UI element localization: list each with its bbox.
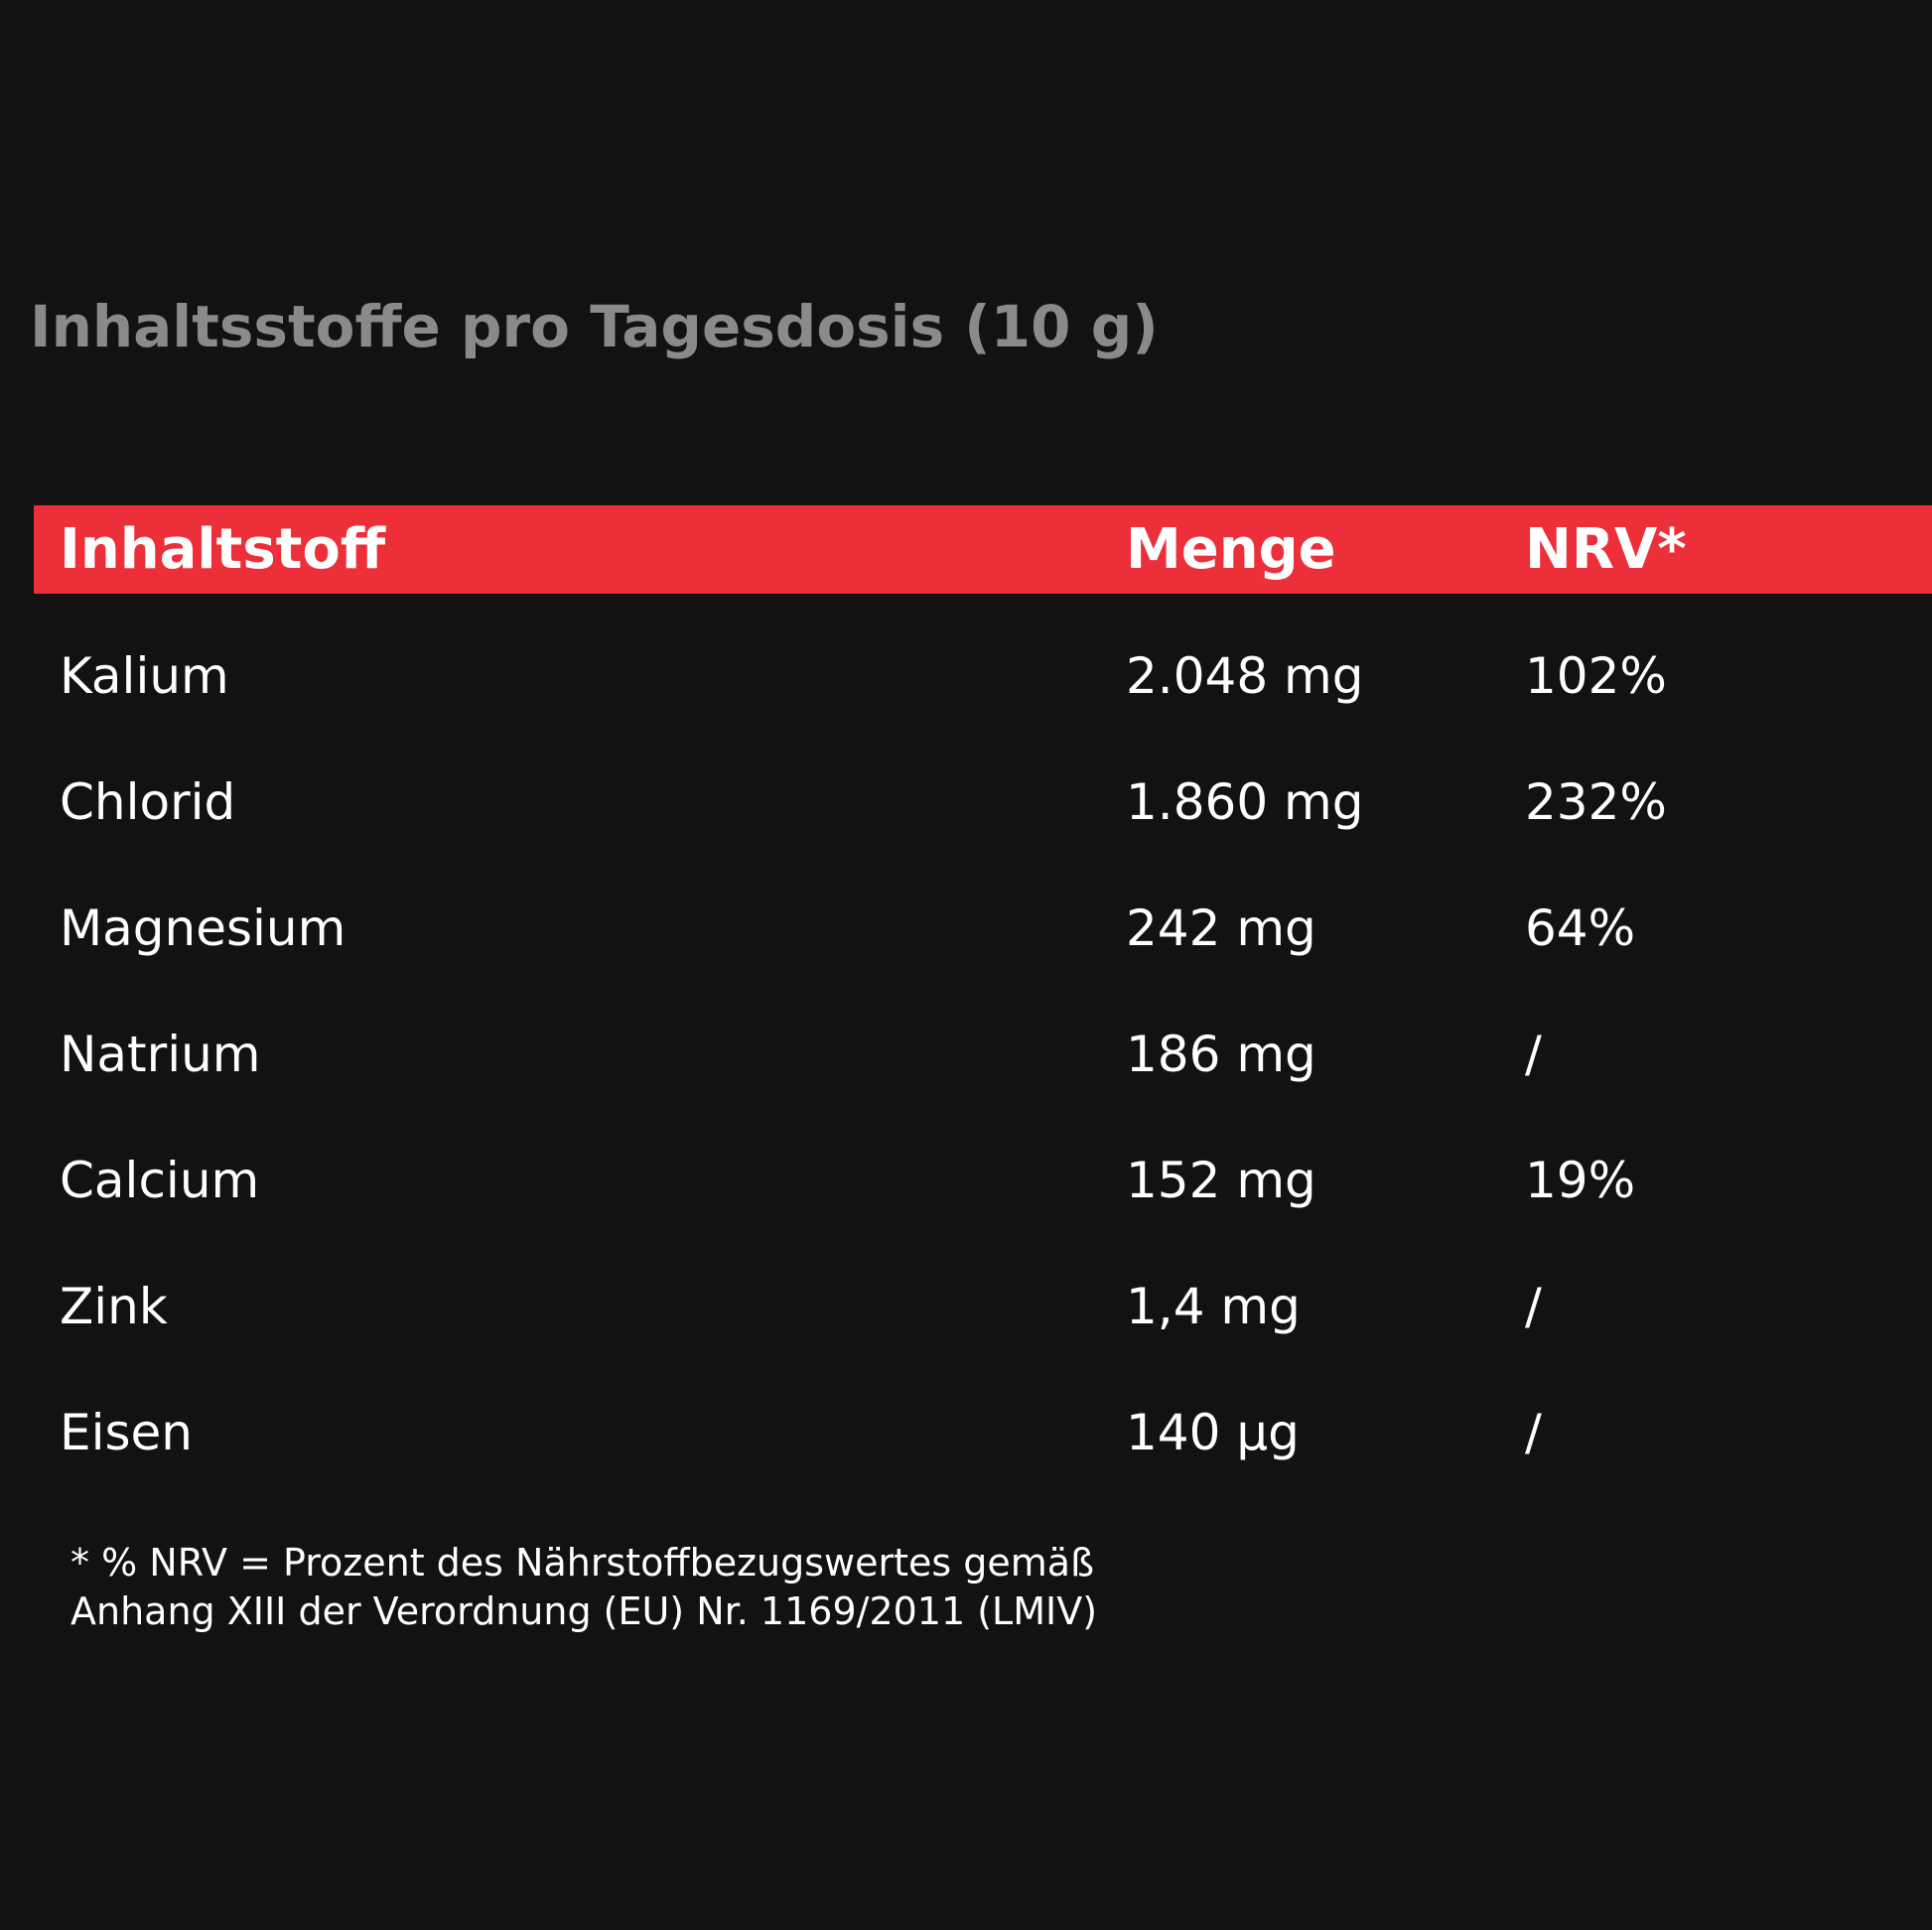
footnote: Anhang XIII der Verordnung (EU) Nr. 1169…	[70, 1589, 1098, 1633]
table-cell: 1.860 mg	[1126, 773, 1364, 831]
table-cell: 2.048 mg	[1126, 647, 1364, 705]
table-cell: 102%	[1525, 647, 1667, 705]
table-cell: /	[1525, 1026, 1542, 1083]
table-cell: 232%	[1525, 773, 1667, 831]
footnote: * % NRV = Prozent des Nährstoffbezugswer…	[70, 1541, 1095, 1585]
table-cell: Calcium	[60, 1152, 260, 1209]
table-cell: 152 mg	[1126, 1152, 1316, 1209]
table-cell: 186 mg	[1126, 1026, 1316, 1083]
header-cell: Menge	[1126, 517, 1336, 582]
table-cell: 64%	[1525, 899, 1636, 957]
table-cell: 1,4 mg	[1126, 1278, 1301, 1335]
table-cell: /	[1525, 1278, 1542, 1335]
table-cell: Zink	[60, 1278, 168, 1335]
table-cell: Magnesium	[60, 899, 346, 957]
table-cell: Eisen	[60, 1404, 193, 1461]
header-cell: Inhaltstoff	[60, 517, 386, 582]
table-cell: 242 mg	[1126, 899, 1316, 957]
table-cell: Kalium	[60, 647, 229, 705]
table-cell: 140 µg	[1126, 1404, 1300, 1461]
title: Inhaltsstoffe pro Tagesdosis (10 g)	[30, 293, 1159, 360]
table-cell: /	[1525, 1404, 1542, 1461]
table-cell: Natrium	[60, 1026, 261, 1083]
table-header	[34, 505, 1932, 594]
table-cell: Chlorid	[60, 773, 236, 831]
table-cell: 19%	[1525, 1152, 1636, 1209]
header-cell: NRV*	[1525, 517, 1687, 582]
